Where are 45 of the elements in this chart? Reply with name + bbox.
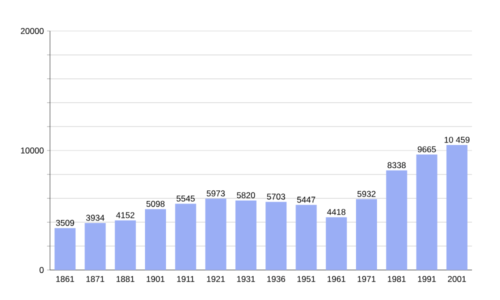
data-label: 5447 xyxy=(297,196,316,203)
x-tick-label: 1871 xyxy=(86,276,104,282)
y-tick-label: 20000 xyxy=(20,28,44,34)
y-tick-label: 0 xyxy=(40,267,44,273)
data-label: 5973 xyxy=(206,190,225,196)
bar xyxy=(326,217,347,270)
bar xyxy=(356,199,378,270)
bar xyxy=(386,170,408,270)
data-label: 5820 xyxy=(236,192,256,198)
data-label: 10 459 xyxy=(444,136,470,143)
bar xyxy=(114,220,136,270)
x-tick-label: 1881 xyxy=(116,276,134,282)
x-tick-label: 1861 xyxy=(56,276,74,282)
x-tick-label: 1981 xyxy=(388,276,406,282)
data-label: 9665 xyxy=(418,146,436,152)
x-tick-label: 1961 xyxy=(328,276,346,282)
data-label: 3509 xyxy=(56,220,74,226)
x-tick-label: 1971 xyxy=(358,276,376,282)
data-label: 5545 xyxy=(176,196,195,202)
x-tick-label: 1901 xyxy=(146,276,165,282)
data-label: 5703 xyxy=(267,194,286,200)
data-label: 5932 xyxy=(357,190,376,197)
bar xyxy=(145,209,166,270)
x-tick-label: 2001 xyxy=(448,276,466,282)
data-label: 3934 xyxy=(86,214,104,221)
bar xyxy=(84,222,106,270)
bar xyxy=(235,200,256,270)
bar xyxy=(296,204,317,270)
x-tick-label: 1936 xyxy=(267,276,286,282)
x-tick-label: 1911 xyxy=(177,276,194,282)
data-label: 5098 xyxy=(146,200,165,207)
bar xyxy=(416,154,438,270)
data-label: 4152 xyxy=(116,212,134,218)
x-tick-label: 1921 xyxy=(207,276,225,282)
data-label: 8338 xyxy=(388,162,406,168)
bar xyxy=(175,204,196,270)
x-tick-label: 1951 xyxy=(297,276,316,282)
data-label: 4418 xyxy=(327,209,346,215)
bar xyxy=(446,145,468,270)
x-tick-label: 1991 xyxy=(418,276,436,282)
bar xyxy=(266,202,287,270)
bar xyxy=(54,228,76,270)
x-tick-label: 1931 xyxy=(237,276,255,282)
bar xyxy=(205,198,226,270)
y-tick-label: 10000 xyxy=(21,148,44,154)
